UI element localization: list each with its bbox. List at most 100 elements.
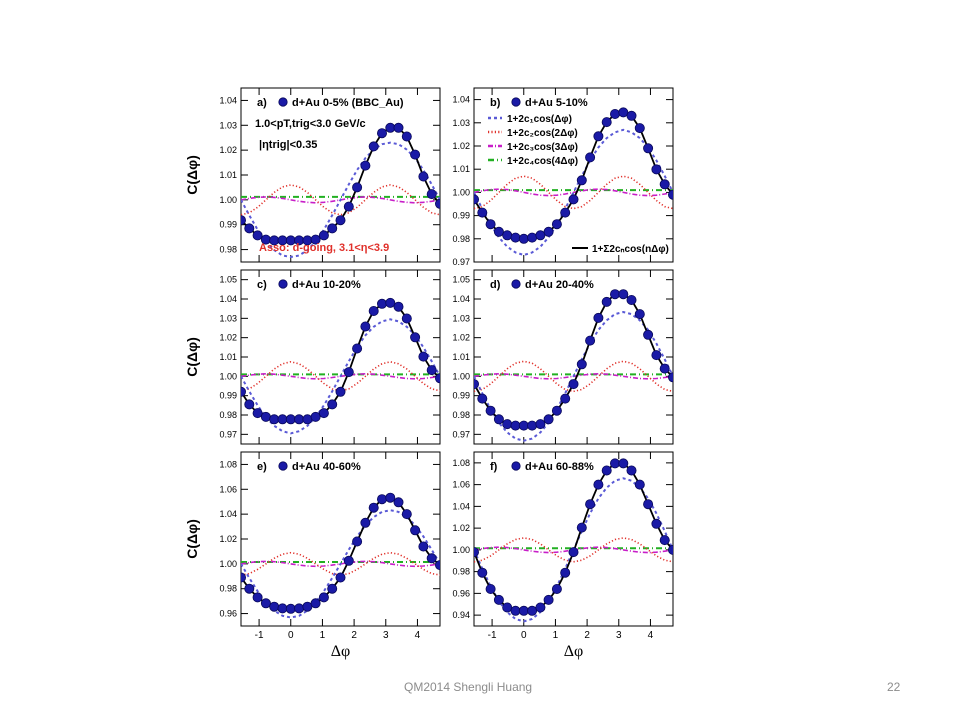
panel-e: 0.96 0.98 1.00 1.02 1.04 1.06 1.08 -1 0 1 2 3 4 C(Δφ)… <box>184 451 441 641</box>
legend-marker <box>511 461 521 471</box>
data-point <box>335 386 346 397</box>
data-point <box>435 198 440 209</box>
data-point <box>474 194 479 205</box>
plot-frame <box>240 87 441 263</box>
data-point <box>385 492 396 503</box>
y-tick-label: 0.96 <box>452 588 470 598</box>
legend-title: d+Au 40-60% <box>292 461 361 473</box>
data-point <box>551 584 562 595</box>
data-point <box>668 544 673 555</box>
data-point <box>360 160 371 171</box>
y-tick-label: 0.98 <box>219 584 237 594</box>
x-tick-label: 4 <box>415 630 421 641</box>
y-tick-label: 1.02 <box>219 145 237 155</box>
data-point <box>634 123 645 134</box>
series-c2-line <box>241 551 440 576</box>
data-point <box>252 592 263 603</box>
x-tick-label: 0 <box>521 630 527 641</box>
y-tick-label: 0.94 <box>452 610 470 620</box>
data-point <box>310 598 321 609</box>
data-point <box>576 175 587 186</box>
series-c1-line <box>474 310 673 442</box>
data-point <box>327 399 338 410</box>
y-tick-label: 1.00 <box>219 195 237 205</box>
legend-marker <box>278 97 288 107</box>
data-point <box>659 535 670 546</box>
data-point <box>285 414 296 425</box>
data-point <box>568 194 579 205</box>
data-point <box>626 294 637 305</box>
y-tick-label: 1.00 <box>452 371 470 381</box>
y-tick-label: 0.99 <box>452 211 470 221</box>
data-point <box>601 465 612 476</box>
data-point <box>510 605 521 616</box>
data-point <box>310 234 321 245</box>
y-tick-label: 1.04 <box>219 509 237 519</box>
y-axis-label: C(Δφ) <box>184 519 200 559</box>
data-point <box>659 363 670 374</box>
legend-label-c1: 1+2c₁cos(Δφ) <box>507 114 572 125</box>
data-point <box>418 171 429 182</box>
data-point <box>241 572 246 583</box>
y-tick-label: 0.99 <box>452 391 470 401</box>
data-point <box>601 296 612 307</box>
data-point <box>502 230 513 241</box>
y-tick-label: 1.02 <box>219 534 237 544</box>
data-point <box>252 230 263 241</box>
legend-title: d+Au 60-88% <box>525 461 594 473</box>
data-point <box>518 233 529 244</box>
data-point <box>401 509 412 520</box>
panel-label: f) <box>490 461 498 473</box>
x-tick-label: 1 <box>320 630 326 641</box>
data-point <box>393 301 404 312</box>
data-point <box>244 583 255 594</box>
data-point <box>277 603 288 614</box>
data-point <box>651 164 662 175</box>
page-number: 22 <box>887 680 901 694</box>
plot-area <box>474 107 673 257</box>
data-point <box>527 232 538 243</box>
data-point <box>485 584 496 595</box>
legend-title: d+Au 0-5% (BBC_Au) <box>292 97 404 109</box>
data-point <box>385 297 396 308</box>
data-point <box>368 502 379 513</box>
x-tick-label: -1 <box>255 630 264 641</box>
data-point <box>485 405 496 416</box>
data-point <box>543 594 554 605</box>
panel-d: 0.97 0.98 0.99 1.00 1.01 1.02 1.03 1.04 1.05 d) d+… <box>452 269 674 445</box>
data-point <box>410 149 421 160</box>
y-tick-label: 1.03 <box>452 118 470 128</box>
series-c2-line <box>474 360 673 393</box>
data-point <box>335 215 346 226</box>
data-point <box>601 117 612 128</box>
data-point <box>618 289 629 300</box>
y-tick-label: 1.02 <box>219 333 237 343</box>
data-point <box>343 367 354 378</box>
data-point <box>352 343 363 354</box>
x-axis-label: Δφ <box>331 643 351 660</box>
x-tick-label: 3 <box>383 630 389 641</box>
footer-text: QM2014 Shengli Huang <box>404 680 533 694</box>
y-tick-label: 1.06 <box>219 484 237 494</box>
series-c2-line <box>241 184 440 216</box>
y-tick-label: 1.02 <box>452 523 470 533</box>
data-point <box>477 393 488 404</box>
data-point <box>593 479 604 490</box>
y-tick-label: 1.05 <box>452 275 470 285</box>
data-point <box>527 605 538 616</box>
series-c3-line <box>474 188 673 197</box>
data-point <box>477 207 488 218</box>
y-tick-label: 0.98 <box>219 245 237 255</box>
data-point <box>343 555 354 566</box>
data-point <box>643 329 654 340</box>
series-c1-line <box>241 318 440 435</box>
annotation-associated: Asso: d-going, 3.1<η<3.9 <box>259 242 389 254</box>
y-tick-label: 0.97 <box>219 429 237 439</box>
data-point <box>327 223 338 234</box>
x-tick-label: 3 <box>616 630 622 641</box>
y-tick-label: 1.03 <box>452 313 470 323</box>
data-point <box>401 131 412 142</box>
y-axis-label: C(Δφ) <box>184 155 200 195</box>
data-point <box>626 465 637 476</box>
data-point <box>493 594 504 605</box>
